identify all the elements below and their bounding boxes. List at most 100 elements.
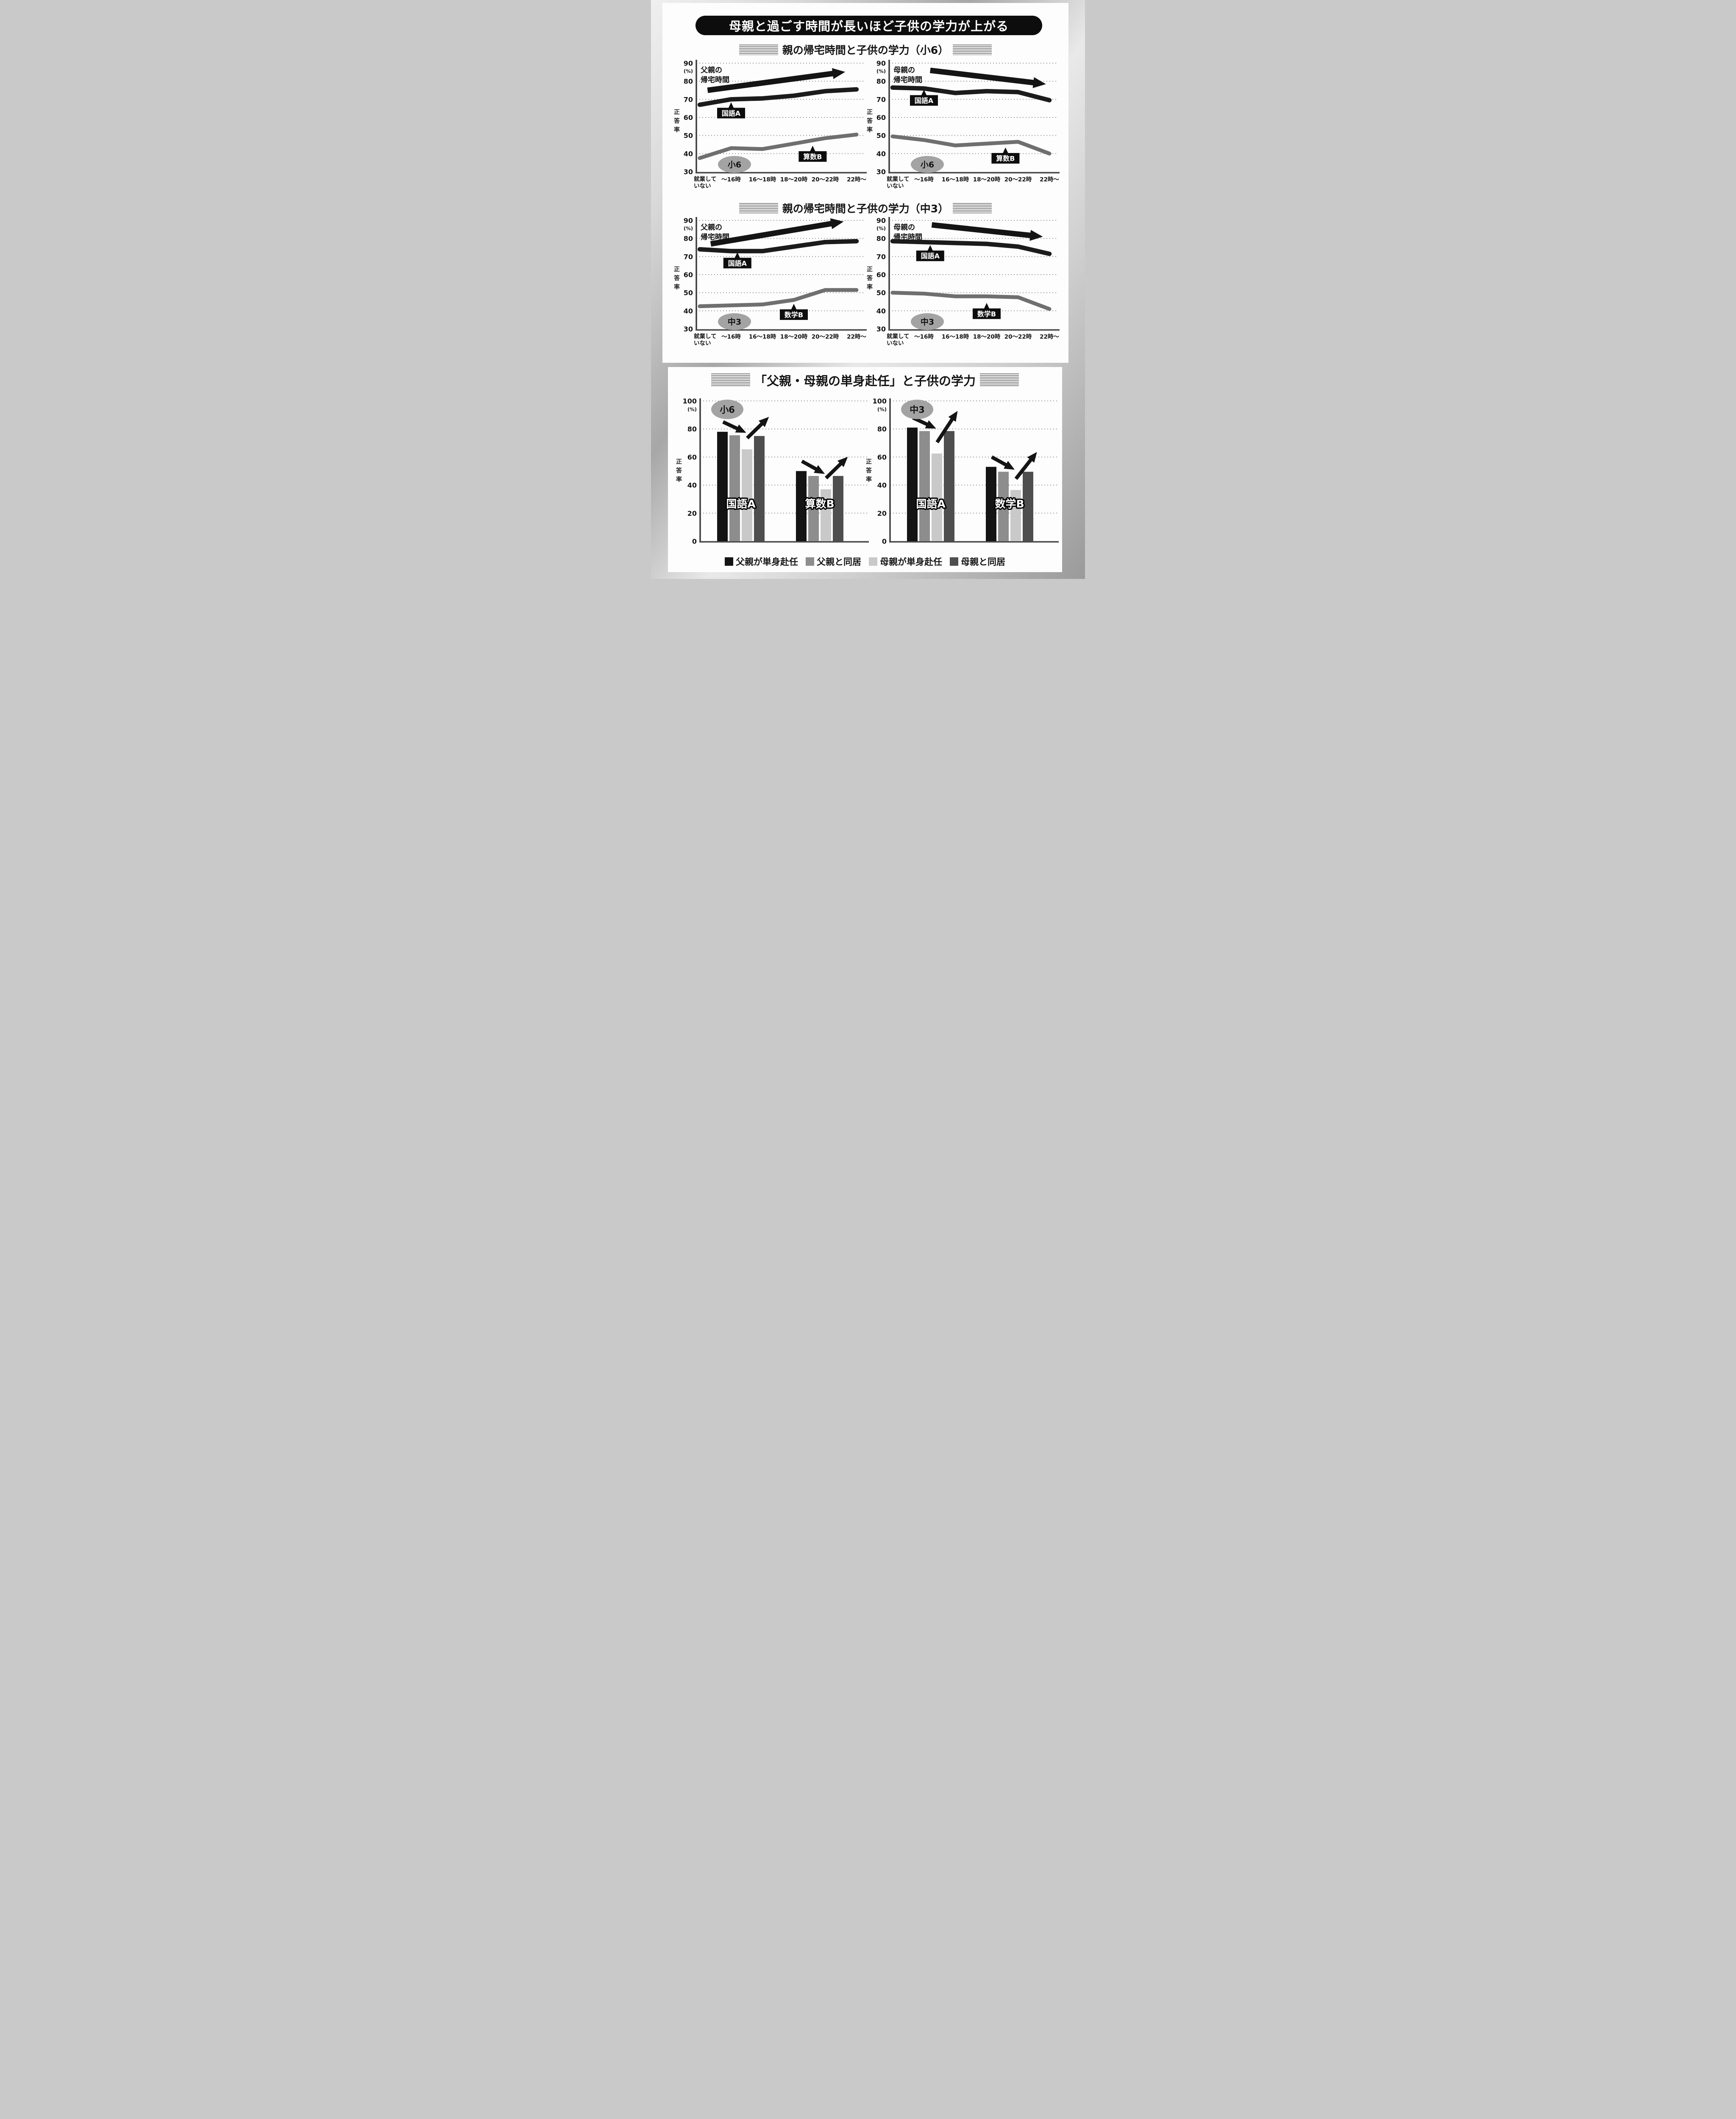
svg-text:80: 80	[877, 425, 887, 433]
svg-text:率: 率	[674, 126, 680, 133]
svg-text:20～22時: 20～22時	[1004, 176, 1032, 183]
svg-text:率: 率	[676, 476, 682, 483]
svg-text:いない: いない	[694, 340, 711, 347]
svg-text:国語A: 国語A	[915, 97, 934, 105]
svg-text:70: 70	[684, 253, 693, 261]
svg-text:90: 90	[876, 59, 886, 67]
svg-text:(%): (%)	[684, 225, 693, 231]
svg-text:70: 70	[684, 95, 693, 103]
svg-text:22時～: 22時～	[1040, 176, 1059, 183]
svg-text:正: 正	[674, 266, 680, 273]
svg-text:50: 50	[684, 132, 693, 140]
svg-text:帰宅時間: 帰宅時間	[893, 75, 922, 84]
svg-text:国語A: 国語A	[726, 498, 756, 510]
svg-text:18～20時: 18～20時	[780, 176, 808, 183]
svg-text:20～22時: 20～22時	[812, 333, 839, 340]
svg-text:22時～: 22時～	[847, 176, 866, 183]
svg-text:中3: 中3	[728, 317, 741, 327]
svg-text:(%): (%)	[877, 406, 887, 412]
svg-text:100: 100	[683, 397, 697, 405]
svg-text:18～20時: 18～20時	[973, 333, 1001, 340]
svg-text:80: 80	[684, 78, 693, 86]
header-stripe-left	[711, 373, 750, 387]
svg-text:答: 答	[674, 117, 680, 125]
svg-text:就業して: 就業して	[887, 175, 910, 183]
svg-text:40: 40	[877, 481, 887, 489]
svg-text:答: 答	[867, 275, 873, 282]
svg-text:数学B: 数学B	[977, 310, 996, 318]
svg-text:中3: 中3	[921, 317, 934, 327]
svg-text:30: 30	[684, 168, 693, 176]
svg-text:80: 80	[876, 235, 886, 243]
svg-text:70: 70	[876, 253, 886, 261]
chart-line-sho6-father: 90 (%) 80 70 60 50 40 30 正答率就業して いない ～16時 16～18時 18～…	[670, 58, 869, 194]
svg-text:50: 50	[876, 289, 886, 297]
svg-text:30: 30	[876, 325, 886, 333]
svg-text:90: 90	[684, 59, 693, 67]
svg-text:いない: いない	[887, 340, 904, 347]
svg-text:16～18時: 16～18時	[942, 333, 969, 340]
svg-text:40: 40	[684, 150, 693, 158]
legend-label: 母親と同居	[961, 557, 1005, 567]
svg-text:就業して: 就業して	[694, 333, 717, 340]
svg-text:就業して: 就業して	[887, 333, 910, 340]
svg-text:答: 答	[676, 467, 682, 474]
svg-text:40: 40	[684, 307, 693, 315]
chart-bar-sho6: 100 (%) 80 60 40 20 0 正答率国語A 算数B 小6	[672, 396, 871, 553]
line-charts-panel: 母親と過ごす時間が長いほど子供の学力が上がる 親の帰宅時間と子供の学力（小6） …	[662, 3, 1068, 363]
svg-text:0: 0	[882, 537, 887, 545]
svg-text:16～18時: 16～18時	[942, 176, 969, 183]
chart-line-chu3-mother: 90 (%) 80 70 60 50 40 30 正答率就業して いない ～16時 16～18時 18～…	[863, 215, 1062, 351]
svg-text:帰宅時間: 帰宅時間	[701, 75, 729, 84]
svg-text:60: 60	[876, 271, 886, 279]
svg-text:算数B: 算数B	[805, 498, 834, 510]
svg-text:正: 正	[867, 109, 873, 116]
svg-text:父親の: 父親の	[700, 66, 722, 75]
svg-text:小6: 小6	[921, 160, 934, 170]
svg-text:就業して: 就業して	[694, 175, 717, 183]
svg-text:数学B: 数学B	[785, 311, 803, 319]
bar-chart-legend: 父親が単身赴任 父親と同居 母親が単身赴任 母親と同居	[668, 555, 1062, 568]
svg-text:母親の: 母親の	[893, 66, 915, 75]
svg-text:30: 30	[684, 325, 693, 333]
svg-text:算数B: 算数B	[996, 155, 1015, 163]
svg-text:40: 40	[687, 481, 697, 489]
legend-label: 父親と同居	[817, 557, 861, 567]
legend-item: 父親と同居	[806, 555, 861, 568]
svg-text:中3: 中3	[910, 405, 925, 415]
chart-line-sho6-mother: 90 (%) 80 70 60 50 40 30 正答率就業して いない ～16時 16～18時 18～…	[863, 58, 1062, 194]
bar-charts-panel: 「父親・母親の単身赴任」と子供の学力 100 (%) 80 60 40 20 0 正答率国語A…	[668, 367, 1062, 572]
section-header-chu3: 親の帰宅時間と子供の学力（中3）	[662, 200, 1068, 216]
main-title-text: 母親と過ごす時間が長いほど子供の学力が上がる	[729, 19, 1009, 33]
section-header-sho6: 親の帰宅時間と子供の学力（小6）	[662, 42, 1068, 57]
svg-text:18～20時: 18～20時	[973, 176, 1001, 183]
svg-text:帰宅時間: 帰宅時間	[701, 233, 729, 242]
svg-text:0: 0	[692, 537, 697, 545]
svg-text:小6: 小6	[720, 405, 735, 415]
svg-text:正: 正	[866, 459, 872, 465]
svg-text:60: 60	[687, 453, 697, 461]
svg-text:いない: いない	[887, 183, 904, 189]
svg-text:(%): (%)	[876, 68, 886, 74]
svg-text:正: 正	[867, 266, 873, 273]
svg-text:20: 20	[687, 509, 697, 517]
svg-text:80: 80	[687, 425, 697, 433]
legend-swatch-mother-away	[869, 557, 877, 566]
svg-text:18～20時: 18～20時	[780, 333, 808, 340]
svg-text:答: 答	[867, 117, 873, 125]
header-stripe-right	[953, 44, 992, 55]
page-background: 母親と過ごす時間が長いほど子供の学力が上がる 親の帰宅時間と子供の学力（小6） …	[651, 0, 1085, 579]
section-header-sho6-text: 親の帰宅時間と子供の学力（小6）	[782, 44, 949, 56]
svg-text:いない: いない	[694, 183, 711, 189]
svg-text:～16時: ～16時	[914, 333, 934, 340]
legend-swatch-father-away	[725, 557, 733, 566]
legend-item: 母親が単身赴任	[869, 555, 942, 568]
header-stripe-right	[953, 203, 992, 214]
svg-text:国語A: 国語A	[916, 498, 946, 510]
svg-text:答: 答	[674, 275, 680, 282]
svg-text:国語A: 国語A	[722, 109, 741, 117]
section-header-tanshin-text: 「父親・母親の単身赴任」と子供の学力	[754, 374, 976, 388]
legend-label: 父親が単身赴任	[736, 557, 798, 567]
svg-text:算数B: 算数B	[803, 153, 822, 161]
legend-label: 母親が単身赴任	[880, 557, 942, 567]
